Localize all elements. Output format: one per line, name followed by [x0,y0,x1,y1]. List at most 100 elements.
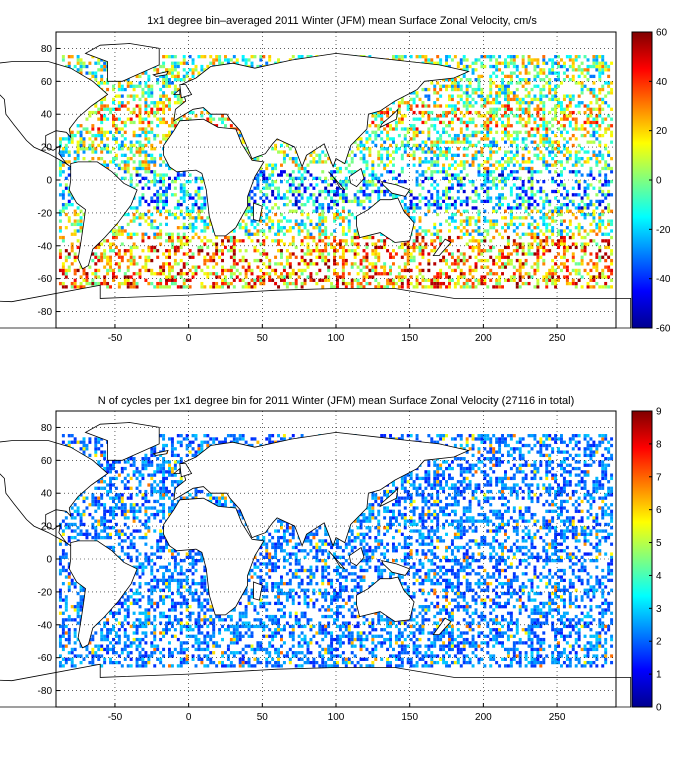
heatmap-cell [486,180,490,184]
heatmap-cell [400,268,404,273]
heatmap-cell [153,114,157,118]
heatmap-cell [456,117,460,121]
heatmap-cell [324,153,328,157]
heatmap-cell [400,101,404,105]
heatmap-cell [253,219,257,223]
heatmap-cell [303,186,307,190]
heatmap-cell [144,278,148,282]
heatmap-cell [338,222,342,227]
heatmap-cell [117,262,121,266]
heatmap-cell [135,74,139,79]
heatmap-cell [492,258,496,263]
heatmap-cell [421,196,425,200]
heatmap-cell [495,176,499,180]
heatmap-cell [448,203,451,207]
heatmap-cell [412,153,416,157]
heatmap-cell [353,199,357,204]
heatmap-cell [218,275,222,279]
heatmap-cell [445,209,448,213]
heatmap-cell [368,196,372,200]
heatmap-cell [362,183,366,187]
heatmap-cell [100,130,104,134]
heatmap-cell [442,176,446,180]
heatmap-cell [483,124,487,128]
heatmap-cell [336,170,339,174]
heatmap-cell [424,196,428,200]
heatmap-cell [103,130,107,134]
heatmap-cell [448,166,451,171]
heatmap-cell [70,285,74,289]
heatmap-cell [495,255,499,259]
heatmap-cell [229,255,233,259]
heatmap-cell [389,278,392,282]
heatmap-cell [150,268,154,273]
heatmap-cell [456,163,460,167]
heatmap-cell [495,120,499,125]
heatmap-cell [88,61,92,65]
heatmap-cell [400,117,404,121]
heatmap-cell [165,84,168,88]
heatmap-cell [185,278,189,282]
heatmap-cell [330,206,334,210]
heatmap-cell [439,150,443,154]
heatmap-cell [144,91,148,95]
heatmap-cell [291,242,295,246]
heatmap-cell [112,160,115,164]
heatmap-cell [73,212,77,217]
heatmap-cell [241,278,245,282]
heatmap-cell [91,55,95,59]
heatmap-cell [344,281,348,286]
heatmap-cell [120,160,124,164]
heatmap-cell [109,110,112,115]
heatmap-cell [215,252,219,256]
heatmap-cell [182,196,186,200]
heatmap-cell [277,249,280,253]
heatmap-cell [312,262,316,266]
heatmap-cell [424,242,428,246]
heatmap-cell [271,163,275,167]
heatmap-cell [170,124,174,128]
heatmap-cell [330,183,334,187]
heatmap-cell [501,272,504,276]
heatmap-cell [170,81,174,85]
heatmap-cell [362,278,366,282]
heatmap-cell [277,206,280,210]
heatmap-cell [453,262,457,266]
heatmap-cell [114,156,118,161]
heatmap-cell [486,130,490,134]
heatmap-cell [465,285,469,289]
heatmap-cell [377,153,381,157]
heatmap-cell [123,249,127,253]
heatmap-cell [117,249,121,253]
heatmap-cell [138,140,142,144]
heatmap-cell [256,156,260,161]
heatmap-cell [165,81,168,85]
heatmap-cell [129,120,133,125]
heatmap-cell [509,97,513,102]
heatmap-cell [156,189,160,194]
heatmap-cell [285,203,289,207]
heatmap-cell [412,249,416,253]
heatmap-cell [126,212,130,217]
heatmap-cell [338,193,342,197]
heatmap-cell [495,110,499,115]
heatmap-cell [450,153,454,157]
heatmap-cell [123,120,127,125]
heatmap-cell [274,281,278,286]
heatmap-cell [506,107,510,111]
heatmap-cell [226,117,230,121]
heatmap-cell [415,117,419,121]
heatmap-cell [291,176,295,180]
heatmap-cell [291,193,295,197]
heatmap-cell [498,84,502,88]
heatmap-cell [492,226,496,230]
heatmap-cell [336,275,339,279]
heatmap-cell [306,265,310,269]
heatmap-cell [114,117,118,121]
heatmap-cell [182,193,186,197]
heatmap-cell [97,143,101,148]
heatmap-cell [256,183,260,187]
heatmap-cell [389,252,392,256]
heatmap-cell [501,130,504,134]
heatmap-cell [229,245,233,250]
